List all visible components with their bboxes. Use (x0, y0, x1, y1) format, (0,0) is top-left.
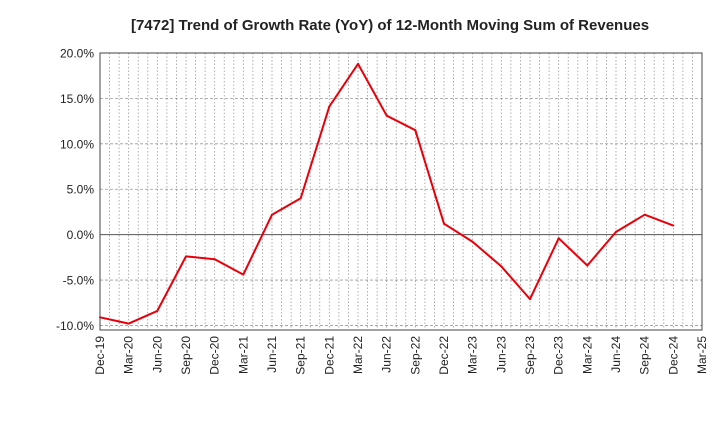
data-point (385, 114, 388, 117)
x-tick-label: Sep-22 (408, 336, 422, 375)
grid (100, 52, 702, 330)
chart-title: [7472] Trend of Growth Rate (YoY) of 12-… (131, 17, 649, 34)
x-tick-label: Mar-20 (122, 336, 136, 374)
data-point (299, 197, 302, 200)
y-tick-label: -10.0% (56, 319, 94, 333)
x-tick-label: Jun-24 (609, 336, 623, 373)
series-layer (99, 62, 675, 325)
data-point (557, 237, 560, 240)
y-tick-label: 20.0% (60, 47, 94, 61)
x-tick-label: Sep-21 (294, 336, 308, 375)
x-tick-label: Dec-20 (208, 336, 222, 375)
x-tick-label: Dec-24 (666, 336, 680, 375)
data-point (328, 105, 331, 108)
x-axis-tick-labels: Dec-19 Mar-20 Jun-20 Sep-20 Dec-20 Mar-21 Jun-… (93, 336, 709, 375)
data-point (443, 222, 445, 225)
x-tick-label: Jun-21 (265, 336, 279, 373)
y-axis-tick-labels: -10.0% -5.0% 0.0% 5.0% 10.0% 15.0% 20.0% (56, 47, 94, 333)
data-point (586, 264, 589, 267)
data-point (414, 129, 417, 132)
data-point (156, 309, 159, 312)
data-point (615, 230, 617, 233)
y-tick-label: 10.0% (60, 137, 94, 151)
data-point (672, 224, 675, 227)
y-tick-label: -5.0% (63, 274, 95, 288)
x-tick-label: Dec-19 (93, 336, 107, 375)
x-tick-label: Jun-20 (150, 336, 164, 373)
data-point (99, 316, 101, 319)
data-point (471, 240, 474, 243)
x-tick-label: Sep-23 (523, 336, 537, 375)
y-tick-label: 15.0% (60, 92, 94, 106)
x-tick-label: Mar-24 (580, 336, 594, 374)
x-tick-label: Jun-22 (380, 336, 394, 373)
data-point (127, 322, 130, 325)
x-tick-label: Jun-23 (494, 336, 508, 373)
data-point (271, 213, 273, 216)
plot-frame (99, 52, 703, 331)
x-tick-label: Sep-20 (179, 336, 193, 375)
y-tick-label: 5.0% (67, 183, 95, 197)
x-tick-label: Mar-21 (236, 336, 250, 374)
axes (99, 52, 703, 331)
x-tick-label: Sep-24 (638, 336, 652, 375)
data-point (643, 213, 646, 216)
x-tick-label: Dec-22 (437, 336, 451, 375)
y-tick-label: 0.0% (67, 228, 95, 242)
data-point (357, 62, 359, 65)
data-point (213, 258, 216, 261)
data-point (242, 273, 245, 276)
x-tick-label: Dec-23 (552, 336, 566, 375)
data-point (529, 298, 531, 301)
x-tick-label: Dec-21 (322, 336, 336, 375)
x-tick-label: Mar-22 (351, 336, 365, 374)
data-point (185, 255, 187, 258)
data-point (500, 265, 503, 268)
x-tick-label: Mar-25 (695, 336, 709, 374)
x-tick-label: Mar-23 (466, 336, 480, 374)
